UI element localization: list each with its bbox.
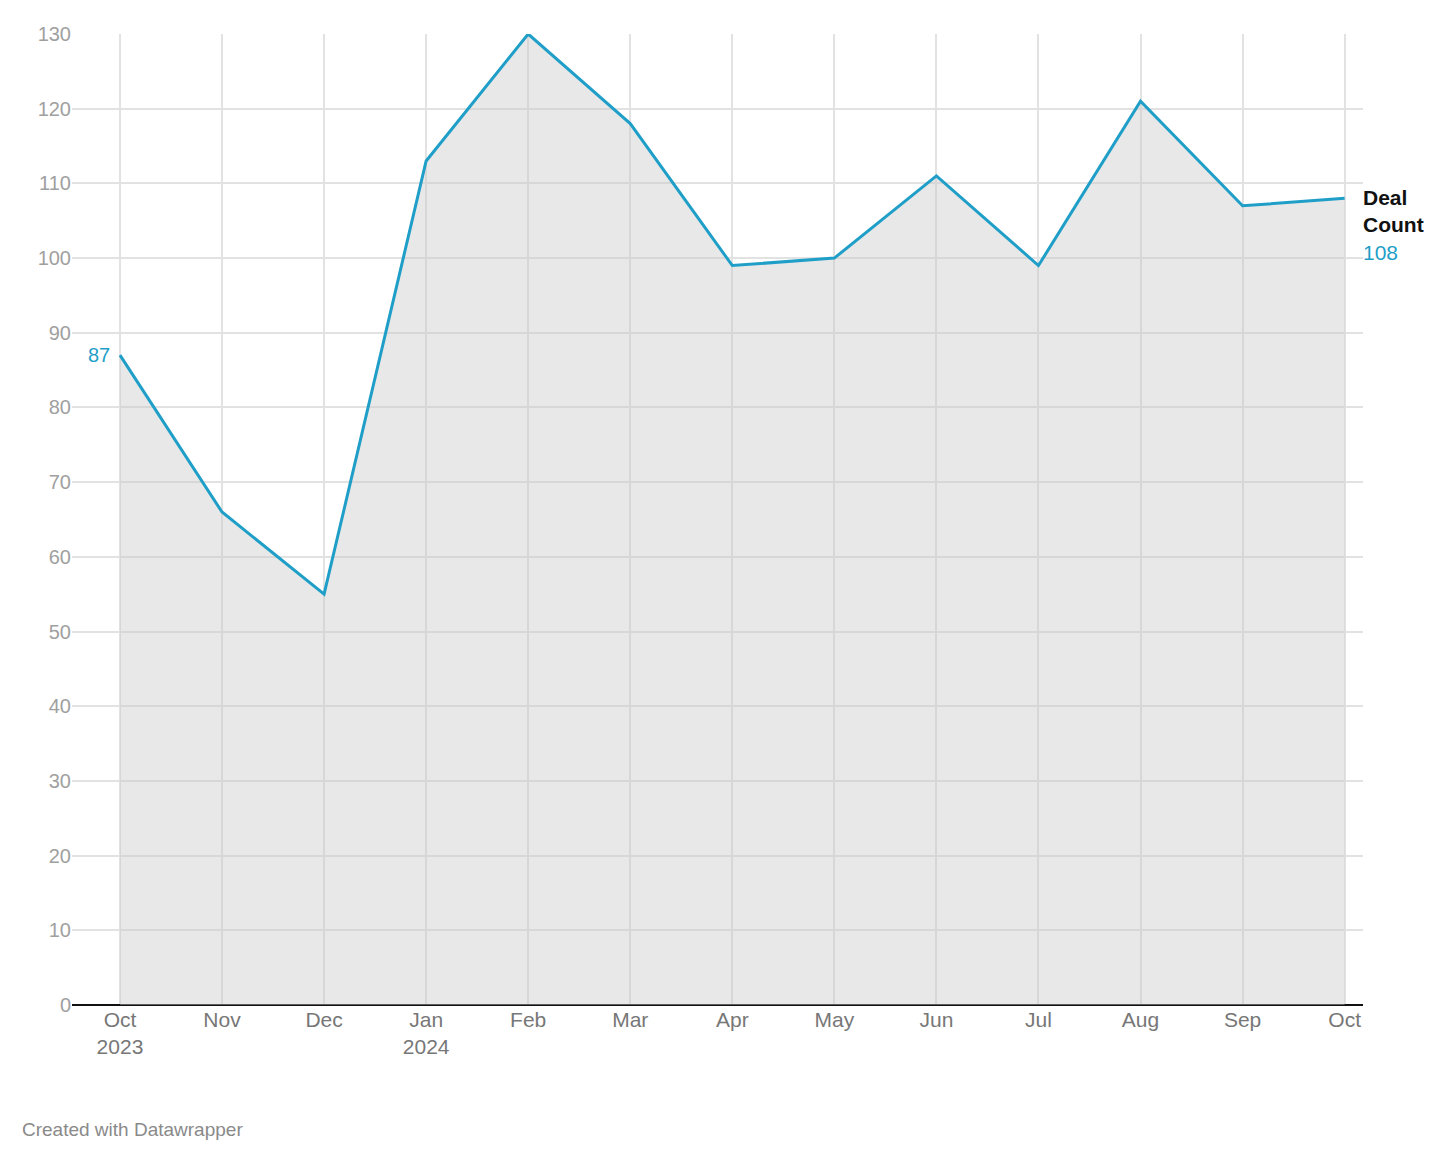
svg-text:30: 30 [49,770,71,792]
svg-text:Feb: Feb [510,1008,546,1031]
svg-text:130: 130 [38,23,71,45]
svg-text:Jun: Jun [919,1008,953,1031]
svg-text:DealCount108: DealCount108 [1363,186,1424,264]
svg-text:Jan2024: Jan2024 [403,1008,450,1058]
svg-text:Dec: Dec [305,1008,342,1031]
svg-text:40: 40 [49,695,71,717]
svg-text:Apr: Apr [716,1008,749,1031]
svg-text:Nov: Nov [203,1008,241,1031]
svg-text:70: 70 [49,471,71,493]
svg-text:60: 60 [49,546,71,568]
svg-text:90: 90 [49,322,71,344]
svg-text:20: 20 [49,845,71,867]
svg-text:Jul: Jul [1025,1008,1052,1031]
svg-text:0: 0 [60,994,71,1016]
svg-text:50: 50 [49,621,71,643]
svg-text:87: 87 [88,344,110,366]
svg-text:Aug: Aug [1122,1008,1159,1031]
svg-text:80: 80 [49,396,71,418]
svg-text:Created with Datawrapper: Created with Datawrapper [22,1119,243,1140]
svg-text:Mar: Mar [612,1008,648,1031]
svg-text:Sep: Sep [1224,1008,1261,1031]
svg-text:120: 120 [38,98,71,120]
svg-text:May: May [815,1008,855,1031]
svg-text:110: 110 [39,172,71,194]
svg-text:Oct2023: Oct2023 [97,1008,144,1058]
svg-text:10: 10 [49,919,71,941]
svg-text:Oct: Oct [1328,1008,1361,1031]
svg-text:100: 100 [38,247,71,269]
